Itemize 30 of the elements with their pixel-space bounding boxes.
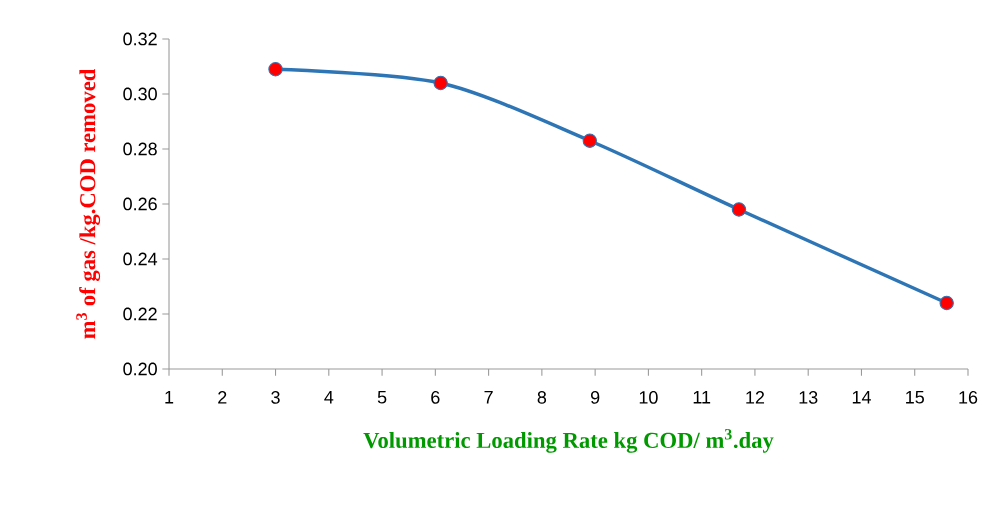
x-tick-label: 11 — [693, 391, 711, 404]
y-tick-label: 0.22 — [123, 307, 157, 321]
x-tick-label: 9 — [590, 391, 600, 404]
y-tick-label: 0.32 — [123, 32, 157, 46]
x-tick-label: 10 — [639, 391, 658, 404]
x-tick-label: 8 — [537, 391, 547, 404]
x-tick-label: 5 — [377, 391, 387, 404]
x-tick-label: 14 — [852, 391, 871, 404]
point — [268, 62, 283, 77]
y-tick-label: 0.30 — [123, 87, 157, 101]
x-tick-label: 1 — [165, 391, 174, 404]
x-axis-title: Volumetric Loading Rate kg COD/ m$^{3}$.day — [363, 428, 774, 453]
y-tick-label: 0.24 — [123, 252, 158, 266]
point — [433, 75, 448, 91]
x-tick-label: 16 — [959, 391, 978, 404]
point — [731, 202, 747, 217]
point — [939, 295, 954, 311]
y-axis-title: m$^{3}$ of gas /kg.COD removed — [76, 68, 101, 339]
y-tick-label: 0.26 — [123, 197, 157, 211]
x-tick-label: 6 — [431, 391, 440, 404]
y-tick-label: 0.28 — [123, 142, 157, 156]
x-tick-label: 2 — [218, 391, 227, 404]
x-tick-label: 3 — [271, 391, 280, 404]
x-tick-label: 12 — [746, 391, 765, 404]
x-tick-label: 15 — [906, 391, 924, 404]
y-tick-label: 0.20 — [123, 362, 157, 376]
x-tick-label: 13 — [799, 391, 818, 404]
point — [582, 133, 598, 148]
x-tick-label: 7 — [484, 391, 493, 404]
x-tick-label: 4 — [324, 391, 334, 404]
